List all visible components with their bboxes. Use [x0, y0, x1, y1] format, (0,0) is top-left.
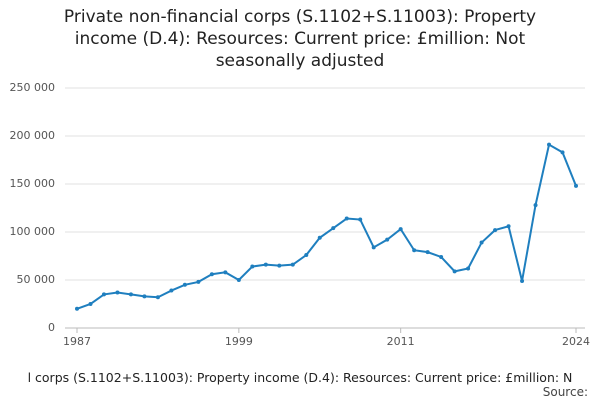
data-point: [560, 150, 565, 155]
data-point: [493, 228, 498, 233]
data-point: [358, 217, 363, 222]
data-point: [452, 269, 457, 274]
x-tick-label: 1987: [63, 335, 91, 348]
data-point: [236, 278, 241, 282]
data-point: [209, 272, 214, 277]
data-point: [371, 245, 376, 250]
y-tick-label: 150 000: [10, 177, 56, 190]
data-point: [574, 183, 578, 188]
data-point: [385, 237, 390, 242]
data-point: [101, 292, 106, 297]
data-point: [169, 288, 174, 293]
data-point: [290, 262, 295, 267]
data-point: [317, 235, 322, 240]
y-tick-label: 250 000: [10, 81, 56, 94]
y-tick-label: 50 000: [17, 273, 56, 286]
source-label: Source:: [542, 385, 588, 399]
caption: l corps (S.1102+S.11003): Property incom…: [27, 370, 573, 385]
y-tick-label: 0: [48, 321, 55, 334]
x-tick-label: 2011: [387, 335, 415, 348]
data-point: [466, 266, 471, 271]
data-point: [182, 282, 187, 287]
data-point: [304, 253, 309, 258]
data-point: [520, 278, 525, 283]
data-point: [412, 248, 417, 253]
x-tick-label: 1999: [225, 335, 253, 348]
data-point: [263, 262, 268, 267]
data-point: [506, 224, 511, 229]
data-point: [533, 203, 538, 208]
data-point: [344, 216, 349, 221]
data-point: [75, 306, 79, 311]
data-point: [88, 302, 93, 306]
data-point: [196, 279, 201, 284]
chart: 0 50 000 100 000 150 000 200 000 250 000 1987 1…: [10, 81, 591, 348]
data-point: [115, 290, 120, 295]
data-point: [142, 294, 147, 299]
data-point: [479, 240, 484, 245]
y-tick-label: 100 000: [10, 225, 56, 238]
data-point: [128, 292, 133, 297]
x-tick-label: 2024: [562, 335, 590, 348]
data-point: [439, 254, 444, 259]
data-point: [547, 142, 552, 147]
data-line: [76, 143, 577, 310]
data-point: [398, 227, 403, 232]
data-point: [223, 270, 228, 275]
data-point: [277, 263, 282, 268]
chart-title: Private non-financial corps (S.1102+S.11…: [63, 7, 537, 71]
data-point: [425, 250, 430, 255]
data-point: [250, 264, 255, 269]
y-tick-label: 200 000: [10, 129, 56, 142]
data-point: [155, 295, 160, 300]
data-point: [331, 226, 336, 231]
